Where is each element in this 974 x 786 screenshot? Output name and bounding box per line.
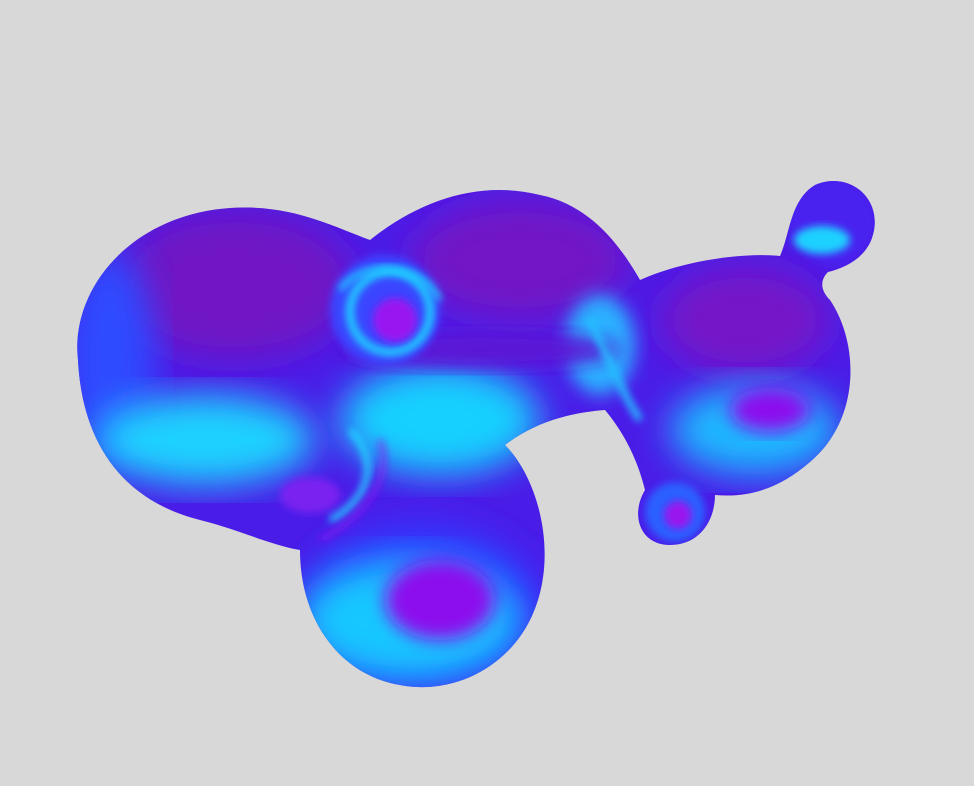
shade-violet-center-lobe [410,200,630,320]
highlight-cyan-center [340,365,540,475]
swirl-sphere-ring [346,268,434,356]
swirl-lower-arc [328,427,371,523]
spot-purple-right [730,388,810,432]
swirl-lower-arc-2 [319,439,386,542]
spot-purple-left-inner [280,477,340,513]
neck-fold [586,318,643,422]
droplet-bottom-core [664,501,692,529]
swirl-sphere-core [373,298,417,342]
shade-violet-left-lobe [115,210,355,360]
highlight-cyan-left-bottom [95,395,315,485]
shade-violet-right-lobe [660,265,830,375]
spot-purple-lower [385,560,495,640]
droplet-top-shine [794,226,850,254]
swirl-arc [337,266,443,302]
